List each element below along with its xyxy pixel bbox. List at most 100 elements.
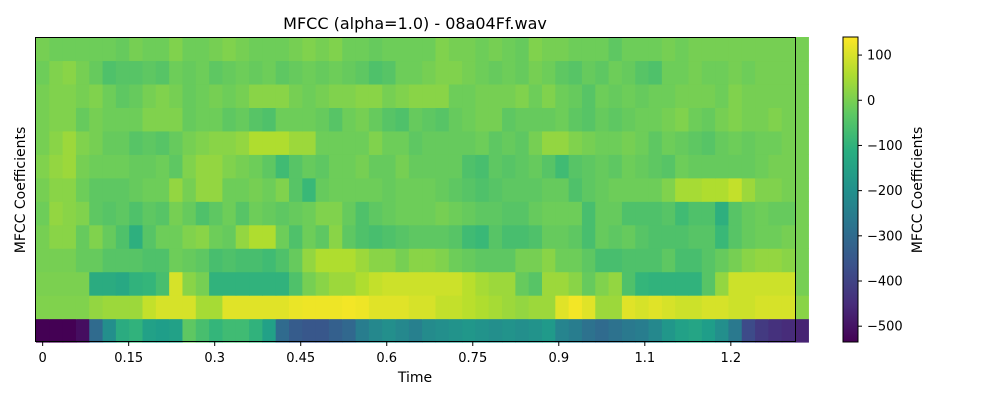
- heatmap-cell: [555, 60, 570, 85]
- heatmap-cell: [755, 224, 769, 249]
- heatmap-cell: [795, 295, 809, 320]
- heatmap-cell: [741, 224, 756, 249]
- heatmap-cell: [315, 201, 330, 226]
- heatmap-cell: [661, 201, 676, 226]
- heatmap-cell: [795, 224, 809, 249]
- x-tick-label: 1.2: [720, 351, 741, 366]
- heatmap-cell: [115, 83, 130, 108]
- heatmap-cell: [382, 248, 397, 273]
- heatmap-cell: [715, 37, 730, 62]
- heatmap-cell: [435, 130, 450, 155]
- heatmap-cell: [488, 318, 503, 343]
- heatmap-cell: [528, 318, 543, 343]
- heatmap-cell: [222, 248, 237, 273]
- heatmap-cell: [209, 130, 224, 155]
- heatmap-cell: [621, 248, 636, 273]
- heatmap-cell: [555, 83, 570, 108]
- heatmap-cell: [262, 37, 277, 62]
- colorbar-tick-label: −100: [867, 139, 903, 154]
- heatmap-cell: [648, 60, 663, 85]
- heatmap-cell: [35, 130, 50, 155]
- heatmap-cell: [795, 83, 809, 108]
- heatmap-cell: [568, 201, 583, 226]
- heatmap-cell: [568, 318, 583, 343]
- heatmap-cell: [795, 177, 809, 202]
- heatmap-cell: [542, 271, 556, 296]
- heatmap-cell: [62, 318, 77, 343]
- heatmap-cell: [408, 248, 423, 273]
- heatmap-cell: [155, 154, 170, 179]
- heatmap-cell: [542, 154, 556, 179]
- heatmap-cell: [142, 83, 157, 108]
- heatmap-cell: [475, 107, 490, 132]
- heatmap-cell: [62, 177, 77, 202]
- heatmap-cell: [35, 83, 50, 108]
- heatmap-cell: [328, 224, 343, 249]
- heatmap-cell: [621, 177, 636, 202]
- heatmap-cell: [315, 318, 330, 343]
- heatmap-cell: [302, 60, 317, 85]
- heatmap-cell: [422, 271, 437, 296]
- heatmap-cell: [728, 177, 743, 202]
- heatmap-cell: [675, 318, 690, 343]
- heatmap-cell: [555, 107, 570, 132]
- heatmap-cell: [701, 271, 716, 296]
- heatmap-cell: [89, 201, 104, 226]
- heatmap-cell: [488, 37, 503, 62]
- heatmap-cell: [342, 154, 357, 179]
- heatmap-cell: [262, 130, 277, 155]
- heatmap-cell: [502, 295, 516, 320]
- heatmap-cell: [648, 224, 663, 249]
- heatmap-cell: [635, 224, 650, 249]
- heatmap-cell: [102, 318, 117, 343]
- heatmap-cell: [195, 318, 210, 343]
- heatmap-cell: [755, 60, 769, 85]
- heatmap-cell: [222, 130, 237, 155]
- heatmap-cell: [701, 224, 716, 249]
- heatmap-cell: [275, 37, 290, 62]
- heatmap-cell: [422, 107, 437, 132]
- heatmap-cell: [448, 107, 463, 132]
- heatmap-cell: [528, 177, 543, 202]
- heatmap-cell: [475, 201, 490, 226]
- heatmap-cell: [102, 37, 117, 62]
- heatmap-cell: [715, 318, 730, 343]
- heatmap-cell: [182, 271, 197, 296]
- heatmap-cell: [795, 37, 809, 62]
- heatmap-cell: [462, 154, 477, 179]
- heatmap-cell: [768, 107, 783, 132]
- heatmap-cell: [448, 130, 463, 155]
- heatmap-cell: [49, 248, 64, 273]
- heatmap-cell: [422, 37, 437, 62]
- heatmap-cell: [462, 60, 477, 85]
- heatmap-cell: [475, 60, 490, 85]
- heatmap-cell: [75, 177, 90, 202]
- heatmap-cell: [142, 201, 157, 226]
- heatmap-cell: [35, 224, 50, 249]
- heatmap-cell: [635, 154, 650, 179]
- heatmap-cell: [621, 83, 636, 108]
- heatmap-cell: [542, 37, 556, 62]
- heatmap-cell: [115, 271, 130, 296]
- heatmap-cell: [355, 130, 370, 155]
- heatmap-cell: [328, 318, 343, 343]
- heatmap-cell: [102, 177, 117, 202]
- x-tick-label: 0.9: [548, 351, 569, 366]
- heatmap-cell: [568, 271, 583, 296]
- heatmap-cell: [169, 177, 184, 202]
- heatmap-cell: [542, 224, 556, 249]
- heatmap-cell: [608, 130, 623, 155]
- heatmap-cell: [515, 130, 530, 155]
- heatmap-cell: [395, 271, 410, 296]
- heatmap-cell: [89, 37, 104, 62]
- heatmap-cell: [768, 248, 783, 273]
- heatmap-cell: [675, 271, 690, 296]
- heatmap-cell: [302, 177, 317, 202]
- heatmap-cell: [249, 248, 263, 273]
- heatmap-cell: [422, 318, 437, 343]
- heatmap-cell: [35, 318, 50, 343]
- heatmap-cell: [62, 271, 77, 296]
- heatmap-cell: [435, 224, 450, 249]
- heatmap-cell: [328, 177, 343, 202]
- heatmap-cell: [328, 271, 343, 296]
